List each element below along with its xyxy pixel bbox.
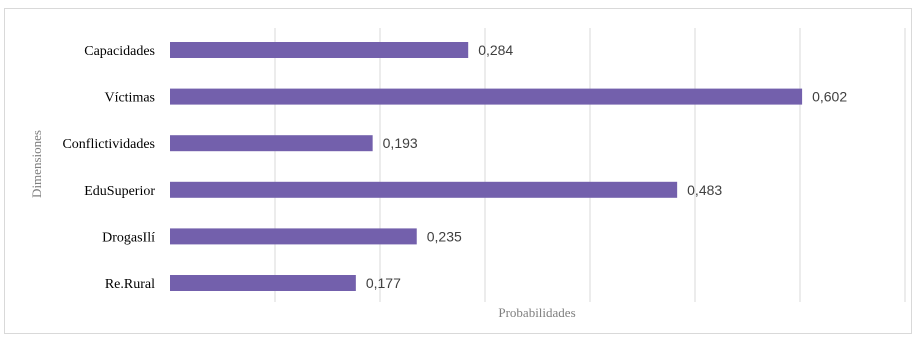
category-label: EduSuperior [84, 184, 155, 199]
value-label: 0,284 [478, 42, 513, 58]
bar [170, 181, 678, 198]
value-label: 0,602 [812, 89, 847, 105]
bar [170, 88, 803, 105]
category-label: DrogasIlí [102, 230, 155, 245]
value-label: 0,483 [687, 182, 722, 198]
category-label: Capacidades [84, 44, 155, 59]
chart-frame [4, 8, 912, 334]
bars [170, 42, 803, 291]
y-axis-title: Dimensiones [29, 130, 44, 198]
value-label: 0,177 [366, 275, 401, 291]
category-labels: Capacidades Víctimas Conflictividades EduSu… [62, 44, 155, 292]
value-labels: 0,284 0,602 0,193 0,483 0,235 0,177 [366, 42, 847, 291]
category-label: Conflictividades [62, 137, 155, 152]
x-axis-title: Probabilidades [498, 305, 575, 320]
bar [170, 275, 356, 291]
value-label: 0,235 [427, 228, 462, 244]
category-label: Víctimas [104, 91, 155, 106]
bar [170, 135, 373, 152]
bar [170, 42, 469, 58]
category-label: Re.Rural [105, 277, 155, 292]
value-label: 0,193 [383, 135, 418, 151]
bar [170, 228, 417, 245]
gridlines [274, 28, 906, 302]
